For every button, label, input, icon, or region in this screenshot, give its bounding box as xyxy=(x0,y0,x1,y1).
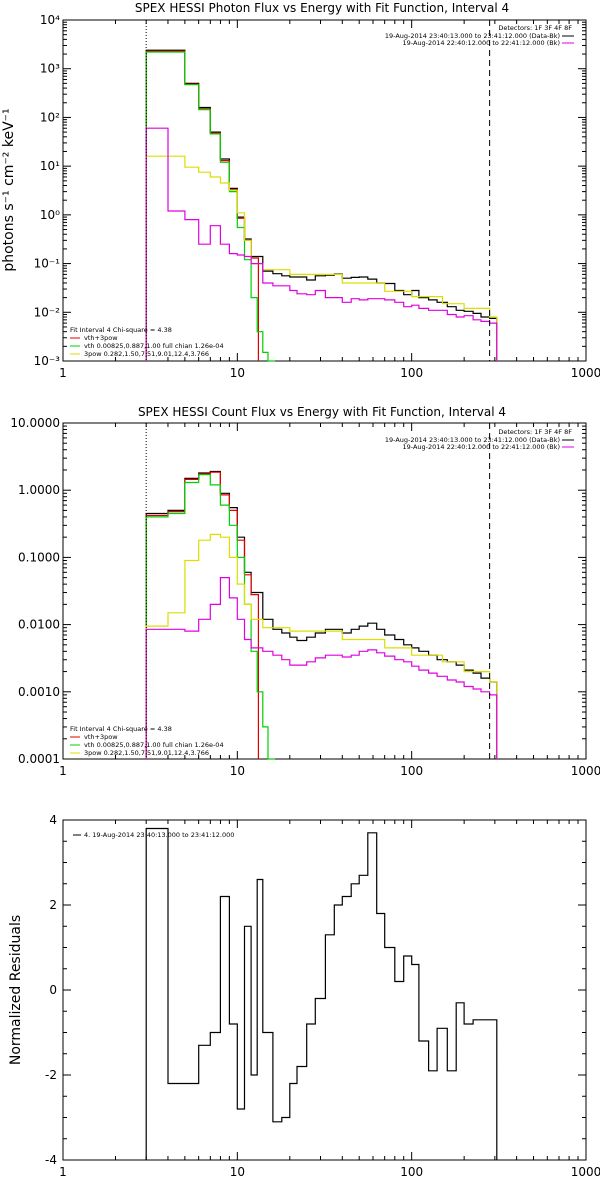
residuals-legend-label: 4. 19-Aug-2014 23:40:13.000 to 23:41:12.… xyxy=(84,831,234,839)
photon-fit-line2: vth+3pow xyxy=(84,334,118,342)
x-tick-label: 1000 xyxy=(571,1165,600,1179)
series-line-2 xyxy=(145,51,276,362)
x-tick-label: 1000 xyxy=(571,366,600,380)
y-tick-label: 0.0100 xyxy=(18,618,60,632)
photon-fit-line4: 3pow 0.282,1.50,7.51,9.01,12.4,3.766 xyxy=(84,350,209,358)
x-tick-label: 10 xyxy=(230,366,245,380)
residuals-ylabel: Normalized Residuals xyxy=(8,915,24,1065)
count-fit-legend: Fit Interval 4 Chi-square = 4.38 vth+3po… xyxy=(70,725,224,757)
y-tick-label: 10³ xyxy=(40,62,60,76)
count-flux-panel: SPEX HESSI Count Flux vs Energy with Fit… xyxy=(10,405,600,778)
series-line-0 xyxy=(145,827,498,1160)
count-plot-frame xyxy=(62,422,587,760)
y-tick-label: 10⁻³ xyxy=(34,354,61,368)
photon-flux-panel: SPEX HESSI Photon Flux vs Energy with Fi… xyxy=(1,1,600,380)
count-ticks: 1 10 100 1000 0.0001 0.0010 0.0100 0.1000 1.0000… xyxy=(10,416,600,778)
y-tick-label: 10⁴ xyxy=(40,13,60,27)
series-line-0 xyxy=(145,470,498,759)
residuals-panel: 1 10 100 1000 -4 -2 0 2 4 Normalized Residuals 4… xyxy=(8,813,600,1179)
photon-legend-bk: 19-Aug-2014 22:40:12.000 to 22:41:12.000… xyxy=(403,39,574,47)
x-tick-label: 100 xyxy=(400,1165,423,1179)
count-fit-line3: vth 0.00825,0.887,1.00 full chian 1.26e-… xyxy=(84,741,224,749)
count-legend-data: 19-Aug-2014 23:40:13.000 to 23:41:12.000… xyxy=(385,436,574,444)
photon-plot-frame xyxy=(62,19,587,362)
x-tick-label: 10 xyxy=(230,764,245,778)
x-tick-label: 1 xyxy=(59,764,67,778)
series-line-1 xyxy=(145,50,259,361)
photon-fit-legend: Fit Interval 4 Chi-square = 4.38 vth+3po… xyxy=(70,326,224,358)
y-tick-label: -2 xyxy=(45,1068,57,1082)
x-tick-label: 100 xyxy=(400,366,423,380)
y-tick-label: 10.0000 xyxy=(10,416,60,430)
y-tick-label: 0.1000 xyxy=(18,550,60,564)
residuals-ticks: 1 10 100 1000 -4 -2 0 2 4 xyxy=(45,813,600,1179)
x-tick-label: 1000 xyxy=(571,764,600,778)
photon-detectors: Detectors: 1F 3F 4F 8F xyxy=(498,24,572,32)
y-tick-label: -4 xyxy=(45,1153,57,1167)
y-tick-label: 0.0001 xyxy=(18,752,60,766)
photon-series xyxy=(145,49,498,362)
y-tick-label: 0 xyxy=(49,983,57,997)
y-tick-label: 1.0000 xyxy=(18,483,60,497)
photon-legend-bk-label: 19-Aug-2014 22:40:12.000 to 22:41:12.000… xyxy=(403,39,560,47)
y-tick-label: 0.0010 xyxy=(18,685,60,699)
residuals-legend: 4. 19-Aug-2014 23:40:13.000 to 23:41:12.… xyxy=(73,831,234,839)
series-line-3 xyxy=(145,155,498,361)
photon-ylabel: photons s⁻¹ cm⁻² keV⁻¹ xyxy=(1,108,17,271)
count-legend-bk-label: 19-Aug-2014 22:40:12.000 to 22:41:12.000… xyxy=(403,443,560,451)
count-fit-line4: 3pow 0.282,1.50,7.51,9.01,12.4,3.766 xyxy=(84,749,209,757)
residuals-plot-frame xyxy=(62,819,587,1161)
photon-legend-data-label: 19-Aug-2014 23:40:13.000 to 23:41:12.000… xyxy=(385,32,560,40)
x-tick-label: 1 xyxy=(59,1165,67,1179)
count-fit-line2: vth+3pow xyxy=(84,733,118,741)
series-line-1 xyxy=(145,471,259,759)
count-detectors: Detectors: 1F 3F 4F 8F xyxy=(498,428,572,436)
y-tick-label: 2 xyxy=(49,898,57,912)
photon-chart-title: SPEX HESSI Photon Flux vs Energy with Fi… xyxy=(135,1,509,15)
count-chart-title: SPEX HESSI Count Flux vs Energy with Fit… xyxy=(138,405,506,419)
x-tick-label: 1 xyxy=(59,366,67,380)
count-legend-data-label: 19-Aug-2014 23:40:13.000 to 23:41:12.000… xyxy=(385,436,560,444)
y-tick-label: 10¹ xyxy=(40,159,60,173)
series-line-3 xyxy=(145,533,498,759)
x-tick-label: 10 xyxy=(230,1165,245,1179)
photon-fit-line3: vth 0.00825,0.887,1.00 full chian 1.26e-… xyxy=(84,342,224,350)
series-line-4 xyxy=(145,577,498,759)
photon-ticks: 1 10 100 1000 10⁻³ 10⁻² 10⁻¹ 10⁰ 10¹ 10² 10³ 10⁴ xyxy=(34,13,600,380)
y-tick-label: 10⁰ xyxy=(40,208,60,222)
count-series xyxy=(145,470,498,760)
count-fit-line1: Fit Interval 4 Chi-square = 4.38 xyxy=(70,725,172,733)
series-line-2 xyxy=(145,474,276,760)
residuals-series xyxy=(145,827,498,1160)
y-tick-label: 10⁻¹ xyxy=(34,257,61,271)
series-line-4 xyxy=(145,127,498,361)
y-tick-label: 10² xyxy=(40,110,60,124)
photon-legend-data: 19-Aug-2014 23:40:13.000 to 23:41:12.000… xyxy=(385,32,574,40)
x-tick-label: 100 xyxy=(400,764,423,778)
y-tick-label: 10⁻² xyxy=(34,305,61,319)
photon-fit-line1: Fit Interval 4 Chi-square = 4.38 xyxy=(70,326,172,334)
y-tick-label: 4 xyxy=(49,813,57,827)
count-legend-bk: 19-Aug-2014 22:40:12.000 to 22:41:12.000… xyxy=(403,443,574,451)
